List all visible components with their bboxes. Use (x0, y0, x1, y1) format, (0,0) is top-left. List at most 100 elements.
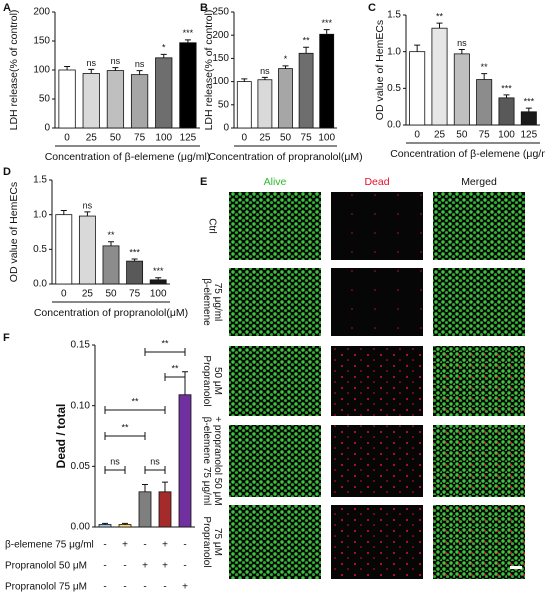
x-tick-label: 75 (301, 133, 313, 144)
x-tick-label: 0 (242, 133, 248, 144)
y-tick-label: 200 (212, 30, 229, 41)
comparison-bracket (104, 406, 166, 414)
error-bar (241, 78, 248, 82)
error-bar (112, 67, 119, 71)
error-bar (160, 53, 167, 58)
treatment-name: Propranolol 50 μM (5, 561, 87, 572)
bar (498, 97, 515, 126)
comparison-bracket (164, 373, 186, 381)
row-label: Ctrl (206, 218, 217, 234)
panel-label: E (200, 176, 207, 188)
bar (98, 524, 112, 528)
bar (476, 79, 493, 126)
row-label: + propranolol 50 μM (212, 416, 223, 505)
micrograph (331, 346, 423, 416)
micrograph (229, 346, 321, 416)
y-tick-label: 0 (44, 123, 50, 134)
treatment-name: β-elemene 75 μg/ml (5, 540, 94, 551)
bar (118, 524, 132, 528)
significance-label: ns (260, 66, 270, 76)
error-bar (155, 277, 162, 280)
bar (257, 79, 273, 129)
bar (298, 52, 314, 129)
y-tick-label: 150 (33, 36, 50, 47)
error-bar (458, 48, 465, 54)
significance-label: *** (183, 28, 194, 38)
significance-label: ns (86, 58, 96, 68)
micrograph (331, 505, 423, 579)
y-axis-title: Dead / total (54, 404, 68, 469)
x-tick-label: 125 (180, 133, 197, 144)
bar (126, 260, 144, 285)
significance-label: ** (481, 62, 489, 72)
error-bar (481, 73, 488, 80)
y-tick-label: 0.5 (33, 244, 47, 255)
significance-label: ** (436, 11, 444, 21)
x-tick-label: 125 (520, 130, 537, 141)
treatment-sign: + (142, 561, 148, 572)
micrograph (331, 268, 423, 336)
y-tick-label: 0.05 (71, 461, 91, 472)
micrograph (433, 425, 525, 497)
x-tick-label: 0 (414, 130, 420, 141)
x-tick-label: 25 (259, 133, 271, 144)
significance-label: * (284, 54, 288, 64)
error-bar (503, 94, 510, 98)
bar (106, 70, 125, 129)
x-tick-label: 0 (64, 133, 70, 144)
error-bar (436, 22, 443, 29)
comparison-label: ns (110, 456, 120, 466)
error-bar (414, 44, 421, 52)
micrograph (229, 425, 321, 497)
bar (520, 111, 537, 126)
y-tick-label: 150 (212, 53, 229, 64)
panel-label: F (3, 332, 10, 344)
bar (179, 42, 197, 129)
error-bar (60, 210, 67, 215)
comparison-label: ** (131, 396, 139, 406)
row-label: 75 μg/ml (212, 283, 223, 322)
micrograph (433, 346, 525, 416)
treatment-sign: - (123, 582, 126, 593)
x-tick-label: 50 (456, 130, 468, 141)
treatment-sign: - (183, 561, 186, 572)
y-tick-label: 0.00 (71, 522, 91, 533)
y-axis-title: LDH release(% of control) (203, 10, 215, 131)
y-tick-label: 1.0 (33, 209, 47, 220)
error-bar (102, 522, 108, 525)
comparison-label: ns (150, 456, 160, 466)
significance-label: *** (524, 97, 535, 107)
treatment-sign: + (162, 540, 168, 551)
y-tick-label: 50 (218, 99, 230, 110)
micrograph (229, 505, 321, 579)
bar (138, 491, 152, 528)
error-bar (131, 258, 138, 262)
x-tick-label: 25 (86, 133, 98, 144)
bar (236, 81, 252, 129)
x-tick-label: 100 (150, 289, 167, 300)
y-tick-label: 200 (33, 7, 50, 18)
comparison-bracket (144, 348, 186, 356)
error-bar (84, 211, 91, 217)
row-label: β-elemene (201, 278, 212, 326)
comparison-label: ** (121, 422, 129, 432)
error-bar (108, 241, 114, 246)
x-axis-title: Concentration of propranolol(μM) (208, 151, 362, 163)
y-tick-label: 100 (33, 65, 50, 76)
x-tick-label: 100 (155, 133, 172, 144)
treatment-sign: - (103, 561, 106, 572)
micrograph (433, 268, 525, 336)
bar (149, 279, 167, 285)
x-tick-label: 25 (434, 130, 446, 141)
significance-label: *** (129, 247, 140, 257)
bar (82, 73, 100, 129)
micrograph (331, 192, 423, 260)
x-tick-label: 75 (134, 133, 146, 144)
panel-label: A (3, 2, 11, 14)
significance-label: ns (83, 200, 93, 210)
panel-label: D (3, 166, 11, 178)
treatment-sign: - (103, 540, 106, 551)
y-axis-title: OD value of HemECs (8, 182, 20, 282)
x-tick-label: 50 (280, 133, 292, 144)
significance-label: ** (303, 36, 311, 46)
